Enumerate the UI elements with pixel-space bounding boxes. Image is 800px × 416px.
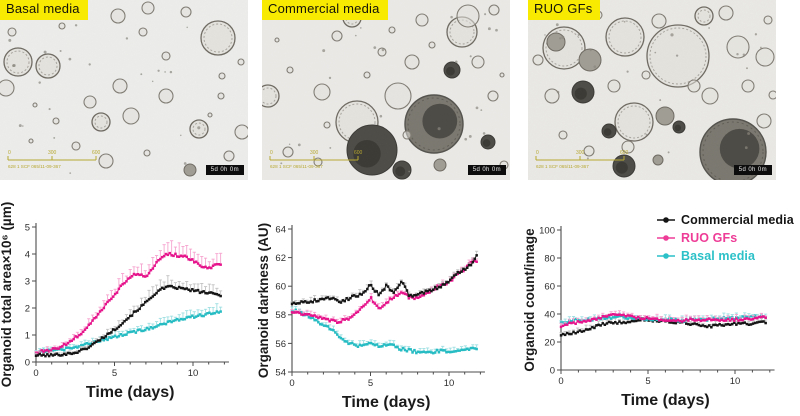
svg-text:100: 100 [539, 225, 555, 236]
panel-label-commercial: Commercial media [262, 0, 388, 20]
legend-label: Basal media [681, 249, 756, 263]
svg-text:0: 0 [289, 378, 294, 389]
svg-text:80: 80 [544, 253, 555, 264]
legend-label: Commercial media [681, 213, 794, 227]
svg-text:5: 5 [645, 376, 650, 387]
svg-text:600: 600 [354, 150, 363, 156]
legend-label: RUO GFs [681, 231, 738, 245]
svg-text:300: 300 [310, 150, 319, 156]
micrograph-image: 0 300 600 628 1 SCF 065/11-09-367 [262, 0, 510, 180]
svg-text:Time (days): Time (days) [621, 392, 710, 409]
timestamp-badge: 5d 0h 0m [205, 165, 244, 175]
svg-text:300: 300 [48, 150, 57, 156]
micrograph-ruo-gfs: 0 300 600 628 1 SCF 065/11-09-367 RUO GFs 5… [528, 0, 776, 180]
chart-legend: Commercial media RUO GFs Basal media [656, 211, 794, 265]
chart-organoid-total-area: 0 1 2 3 4 5 0 5 10 Time (days) Organoid total area… [0, 200, 258, 416]
svg-text:0: 0 [270, 150, 273, 156]
svg-text:5: 5 [25, 222, 30, 233]
svg-text:300: 300 [576, 150, 585, 156]
timestamp-badge: 5d 0h 0m [467, 165, 506, 175]
svg-text:0: 0 [25, 357, 30, 368]
timestamp-badge: 5d 0h 0m [733, 165, 772, 175]
svg-text:10: 10 [730, 376, 741, 387]
svg-text:20: 20 [544, 337, 555, 348]
svg-text:628 1 SCF 065/11-09-367: 628 1 SCF 065/11-09-367 [270, 164, 323, 169]
svg-text:64: 64 [275, 224, 286, 235]
svg-text:Time (days): Time (days) [86, 384, 175, 401]
svg-text:54: 54 [275, 367, 286, 378]
svg-text:3: 3 [25, 276, 30, 287]
chart-organoid-darkness: 54 56 58 60 62 64 0 5 10 Time (days) Organoid dark… [256, 200, 520, 416]
legend-item-commercial: Commercial media [656, 211, 794, 229]
svg-text:1: 1 [25, 330, 30, 341]
svg-text:56: 56 [275, 339, 286, 350]
chart-organoid-count: 0 20 40 60 80 100 0 5 10 Time (days) Organoid coun… [520, 200, 800, 416]
scale-bar: 0 300 600 628 1 SCF 065/11-09-367 [269, 150, 363, 169]
panel-label-ruo: RUO GFs [528, 0, 601, 20]
legend-item-basal: Basal media [656, 247, 794, 265]
svg-text:600: 600 [620, 150, 629, 156]
micrograph-commercial-media: 0 300 600 628 1 SCF 065/11-09-367 Commercia… [262, 0, 510, 180]
chart-svg: 54 56 58 60 62 64 0 5 10 Time (days) Organoid dark… [256, 223, 485, 411]
legend-marker-icon [657, 253, 675, 259]
svg-text:Time (days): Time (days) [342, 394, 431, 411]
svg-text:0: 0 [550, 365, 555, 376]
svg-text:10: 10 [444, 378, 455, 389]
svg-text:40: 40 [544, 309, 555, 320]
svg-text:Organoid darkness (AU): Organoid darkness (AU) [258, 223, 271, 378]
svg-text:60: 60 [544, 281, 555, 292]
svg-text:0: 0 [33, 368, 38, 379]
legend-marker-icon [657, 217, 675, 223]
svg-text:628 1 SCF 065/11-09-367: 628 1 SCF 065/11-09-367 [8, 164, 61, 169]
svg-text:5: 5 [368, 378, 373, 389]
micrograph-basal-media: 0 300 600 628 1 SCF 065/11-09-367 Basal med… [0, 0, 248, 180]
svg-text:0: 0 [8, 150, 11, 156]
svg-text:2: 2 [25, 303, 30, 314]
svg-text:62: 62 [275, 253, 286, 264]
svg-text:60: 60 [275, 282, 286, 293]
legend-item-ruo: RUO GFs [656, 229, 794, 247]
scale-bar: 0 300 600 628 1 SCF 065/11-09-367 [7, 150, 101, 169]
panel-label-basal: Basal media [0, 0, 88, 20]
chart-svg: 0 20 40 60 80 100 0 5 10 Time (days) Organoid coun… [522, 225, 775, 409]
svg-text:Organoid total area×10⁶ (µm): Organoid total area×10⁶ (µm) [0, 202, 14, 387]
chart-svg: 0 1 2 3 4 5 0 5 10 Time (days) Organoid total area… [0, 202, 229, 401]
svg-text:58: 58 [275, 310, 286, 321]
scale-bar: 0 300 600 628 1 SCF 065/11-09-367 [535, 150, 629, 169]
micrograph-image: 0 300 600 628 1 SCF 065/11-09-367 [528, 0, 776, 180]
svg-text:628 1 SCF 065/11-09-367: 628 1 SCF 065/11-09-367 [536, 164, 589, 169]
svg-text:Organoid count/image: Organoid count/image [522, 228, 537, 372]
micrograph-image: 0 300 600 628 1 SCF 065/11-09-367 [0, 0, 248, 180]
svg-text:10: 10 [188, 368, 199, 379]
svg-text:0: 0 [536, 150, 539, 156]
legend-marker-icon [657, 235, 675, 241]
svg-text:600: 600 [92, 150, 101, 156]
svg-text:5: 5 [112, 368, 117, 379]
svg-text:0: 0 [558, 376, 563, 387]
svg-text:4: 4 [25, 249, 30, 260]
